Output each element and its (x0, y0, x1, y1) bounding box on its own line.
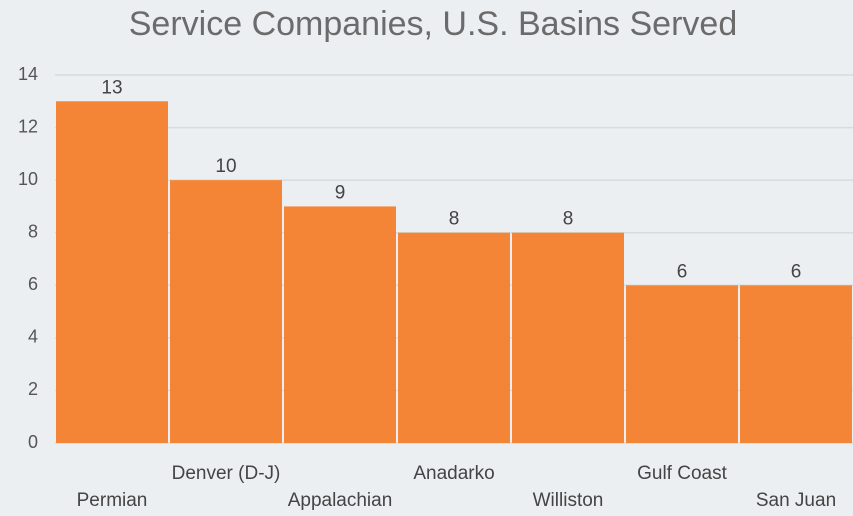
bar (740, 285, 852, 443)
bar (512, 232, 624, 443)
x-tick-label: Williston (533, 490, 604, 511)
y-tick-label: 10 (18, 169, 38, 189)
bar (626, 285, 738, 443)
value-label: 9 (335, 182, 346, 203)
bar (56, 101, 168, 444)
x-tick-label: San Juan (756, 490, 836, 511)
bar (284, 206, 396, 443)
y-tick-label: 0 (28, 432, 38, 452)
value-label: 10 (215, 156, 236, 177)
value-label: 13 (101, 77, 122, 98)
chart-title: Service Companies, U.S. Basins Served (129, 5, 737, 43)
y-tick-label: 2 (28, 379, 38, 399)
y-tick-label: 8 (28, 221, 38, 241)
x-tick-label: Denver (D-J) (172, 463, 281, 484)
x-tick-label: Permian (77, 490, 148, 511)
y-tick-label: 4 (28, 327, 38, 347)
value-label: 8 (449, 209, 460, 230)
x-tick-label: Appalachian (288, 490, 393, 511)
value-label: 6 (791, 261, 802, 282)
y-tick-label: 14 (18, 64, 38, 84)
value-label: 8 (563, 209, 574, 230)
y-tick-label: 12 (18, 116, 38, 136)
x-tick-label: Anadarko (413, 463, 494, 484)
x-tick-label: Gulf Coast (637, 463, 727, 484)
bar (398, 232, 510, 443)
bar (170, 180, 282, 443)
value-label: 6 (677, 261, 688, 282)
y-tick-label: 6 (28, 274, 38, 294)
